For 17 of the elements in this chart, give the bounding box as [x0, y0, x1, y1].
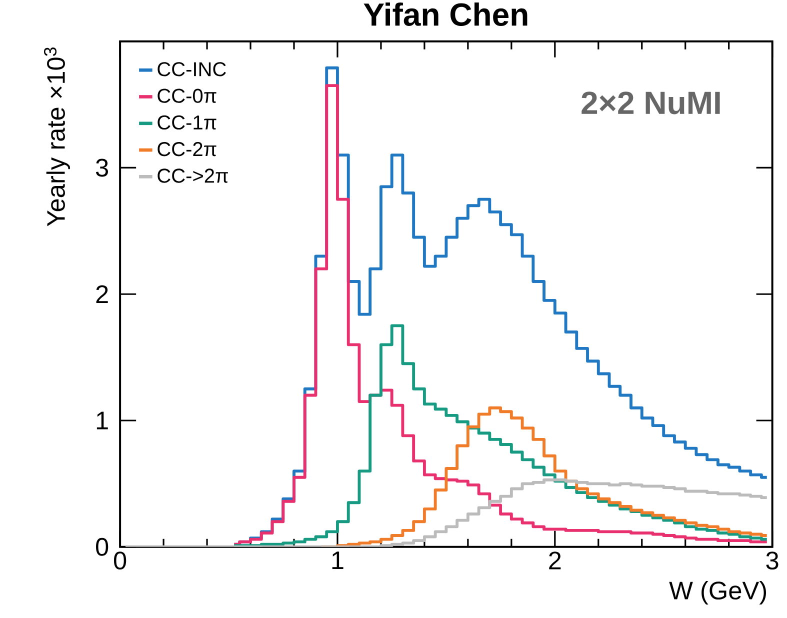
y-tick-label: 1: [96, 412, 108, 430]
x-tick-label: 1: [332, 552, 344, 570]
legend-label: CC-1π: [158, 116, 216, 130]
legend-label: CC-0π: [158, 88, 216, 104]
y-axis-title: Yearly rate ×10$^{3}$: [44, 48, 70, 226]
legend-label: CC-2π: [158, 142, 216, 156]
x-tick-label: 3: [766, 552, 778, 570]
x-tick-label: 0: [114, 552, 126, 570]
y-tick-label: 3: [96, 158, 108, 177]
y-tick-label: 2: [96, 285, 108, 304]
annotation: 2×2 NuMI: [582, 92, 720, 114]
chart-title: Yifan Chen: [364, 2, 528, 26]
legend-label: CC-INC: [158, 62, 226, 76]
y-tick-label: 0: [96, 538, 108, 556]
legend-label: CC->2π: [158, 168, 228, 184]
x-tick-label: 2: [549, 552, 561, 570]
x-axis-title: W (GeV): [669, 581, 766, 605]
